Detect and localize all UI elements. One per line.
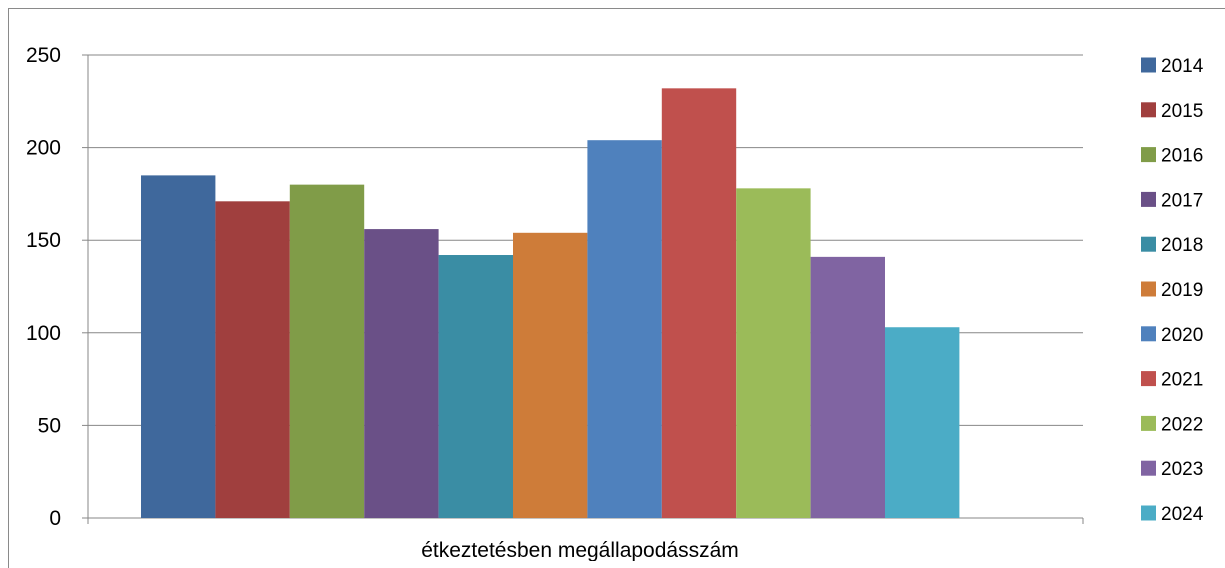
x-axis-title: étkeztetésben megállapodásszám: [421, 539, 739, 561]
legend-label-2016: 2016: [1161, 146, 1203, 167]
legend-swatch-2023: [1141, 460, 1156, 476]
y-tick-labels: 0 50 100 150 200 250: [26, 44, 61, 530]
legend-swatch-2022: [1141, 415, 1156, 431]
legend-label-2018: 2018: [1161, 235, 1203, 256]
legend-label-2019: 2019: [1161, 280, 1203, 301]
y-tick-label: 150: [26, 229, 61, 252]
bar-2021: [661, 88, 737, 518]
bar-2015: [215, 201, 290, 519]
bar-2020: [587, 140, 662, 518]
legend-label-2015: 2015: [1161, 101, 1203, 122]
y-tick-label: 250: [26, 44, 61, 67]
y-tick-label: 200: [26, 137, 61, 160]
legend: 2014 2015 2016 2017 2018 2019 2020 2021 2022 2023…: [1141, 56, 1204, 525]
bars: [141, 88, 960, 519]
bar-2022: [736, 188, 811, 518]
legend-swatch-2017: [1141, 191, 1156, 207]
legend-label-2014: 2014: [1161, 56, 1204, 77]
y-tick-label: 0: [49, 507, 61, 530]
legend-label-2023: 2023: [1161, 459, 1203, 480]
bar-2014: [141, 175, 216, 518]
bar-2016: [289, 184, 365, 518]
bar-2024: [885, 327, 960, 518]
chart-frame: [8, 8, 1225, 568]
legend-label-2021: 2021: [1161, 370, 1203, 391]
bar-2018: [438, 255, 513, 519]
legend-swatch-2020: [1141, 326, 1156, 342]
legend-swatch-2021: [1141, 371, 1156, 387]
legend-swatch-2024: [1141, 505, 1156, 521]
legend-label-2020: 2020: [1161, 325, 1203, 346]
y-tick-label: 100: [26, 322, 61, 345]
bar-2019: [513, 232, 588, 519]
bar-2017: [364, 229, 439, 518]
y-tick-label: 50: [38, 414, 61, 437]
bar-2023: [810, 256, 885, 518]
legend-label-2017: 2017: [1161, 190, 1203, 211]
legend-swatch-2015: [1141, 102, 1156, 118]
legend-swatch-2014: [1141, 57, 1156, 73]
legend-swatch-2016: [1141, 147, 1156, 163]
legend-swatch-2018: [1141, 236, 1156, 252]
legend-swatch-2019: [1141, 281, 1156, 297]
legend-label-2024: 2024: [1161, 504, 1204, 525]
legend-label-2022: 2022: [1161, 414, 1203, 435]
